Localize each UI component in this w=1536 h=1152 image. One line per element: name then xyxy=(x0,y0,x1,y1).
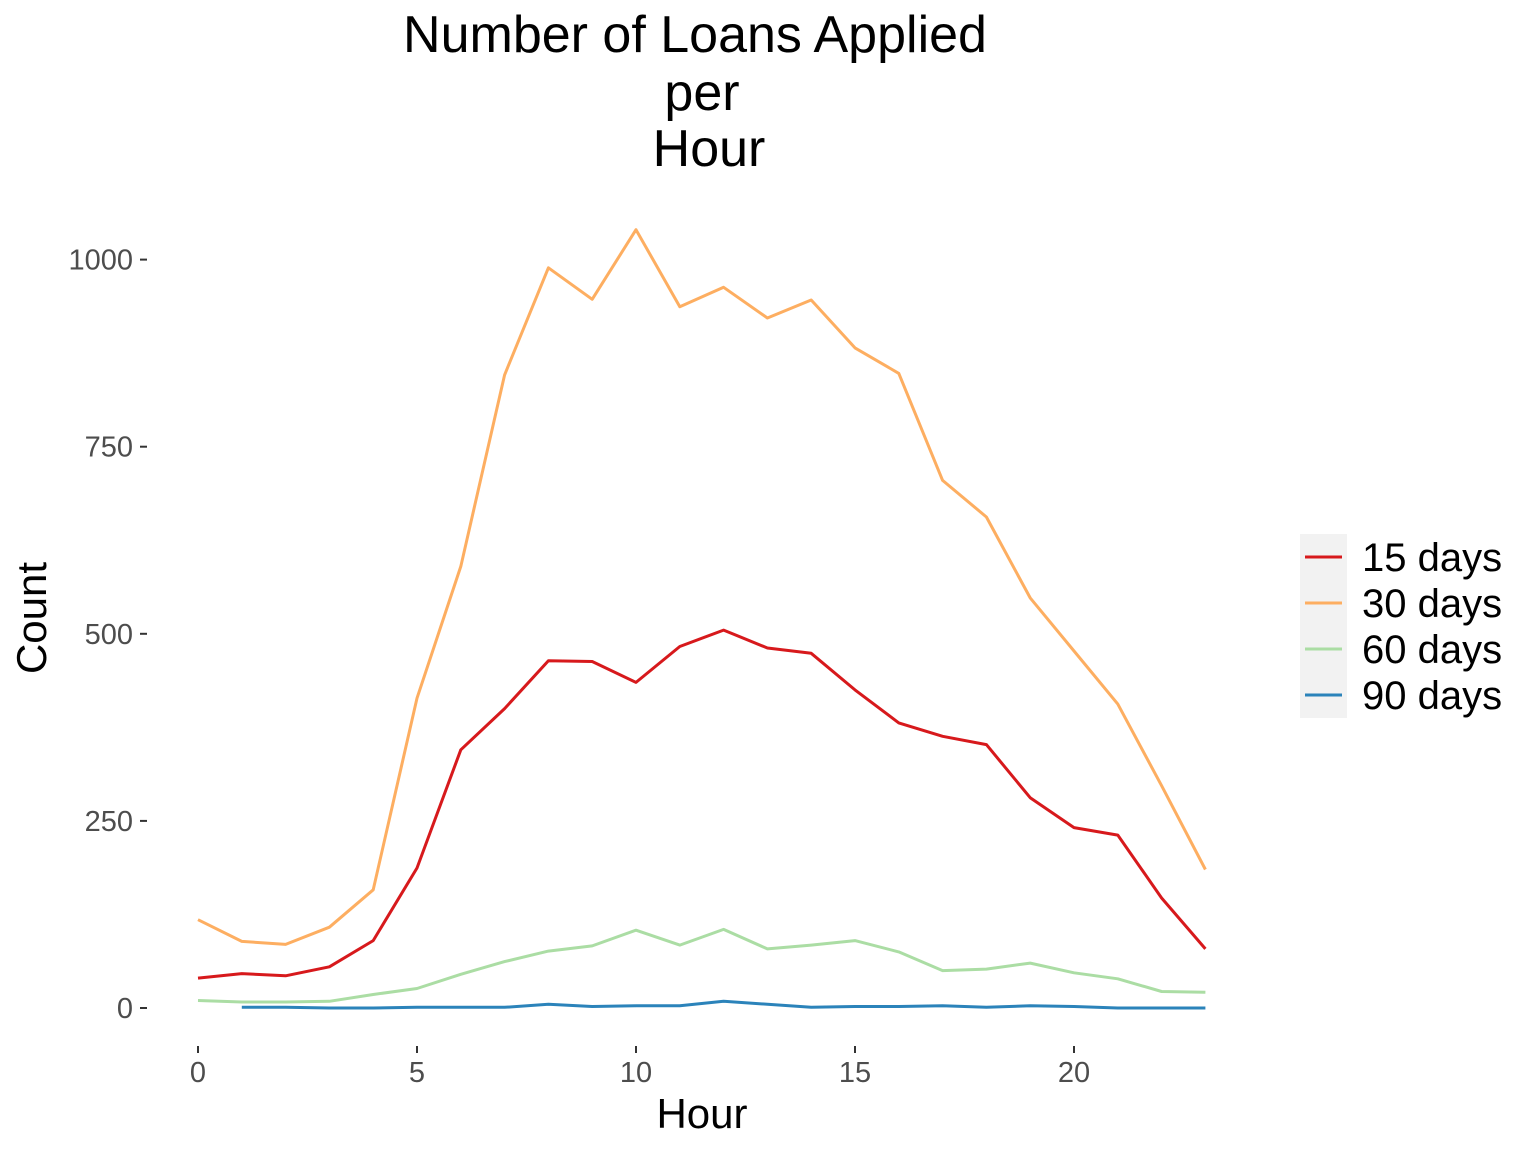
y-axis-title: Count xyxy=(8,562,55,674)
y-tick-label: 1000 xyxy=(68,245,133,277)
x-axis-title: Hour xyxy=(656,1090,747,1137)
y-axis: 0 250 500 750 1000 xyxy=(68,245,147,1025)
series-line-90-days xyxy=(241,999,1206,1010)
x-tick-label: 10 xyxy=(620,1057,652,1089)
legend-label-60-days: 60 days xyxy=(1362,628,1502,672)
chart-title-line: per xyxy=(664,64,739,122)
legend-label-90-days: 90 days xyxy=(1362,674,1502,718)
chart-title-line: Number of Loans Applied xyxy=(403,6,987,64)
y-tick-label: 750 xyxy=(85,432,133,464)
series-line-30-days xyxy=(197,228,1207,946)
y-tick-label: 250 xyxy=(85,806,133,838)
x-axis: 0 5 10 15 20 xyxy=(190,1046,1090,1089)
x-tick-label: 20 xyxy=(1058,1057,1090,1089)
x-tick-label: 0 xyxy=(190,1057,206,1089)
series-line-15-days xyxy=(197,628,1207,980)
x-tick-label: 15 xyxy=(839,1057,871,1089)
y-tick-label: 500 xyxy=(85,619,133,651)
legend-label-15-days: 15 days xyxy=(1362,536,1502,580)
x-tick-label: 5 xyxy=(409,1057,425,1089)
legend-label-30-days: 30 days xyxy=(1362,582,1502,626)
legend-key-background xyxy=(1300,534,1347,718)
plot-area xyxy=(197,228,1207,1010)
chart-title: Number of Loans Applied per Hour xyxy=(403,6,987,178)
series-line-60-days xyxy=(197,927,1206,1004)
y-tick-label: 0 xyxy=(117,993,133,1025)
chart-title-line: Hour xyxy=(653,120,766,178)
